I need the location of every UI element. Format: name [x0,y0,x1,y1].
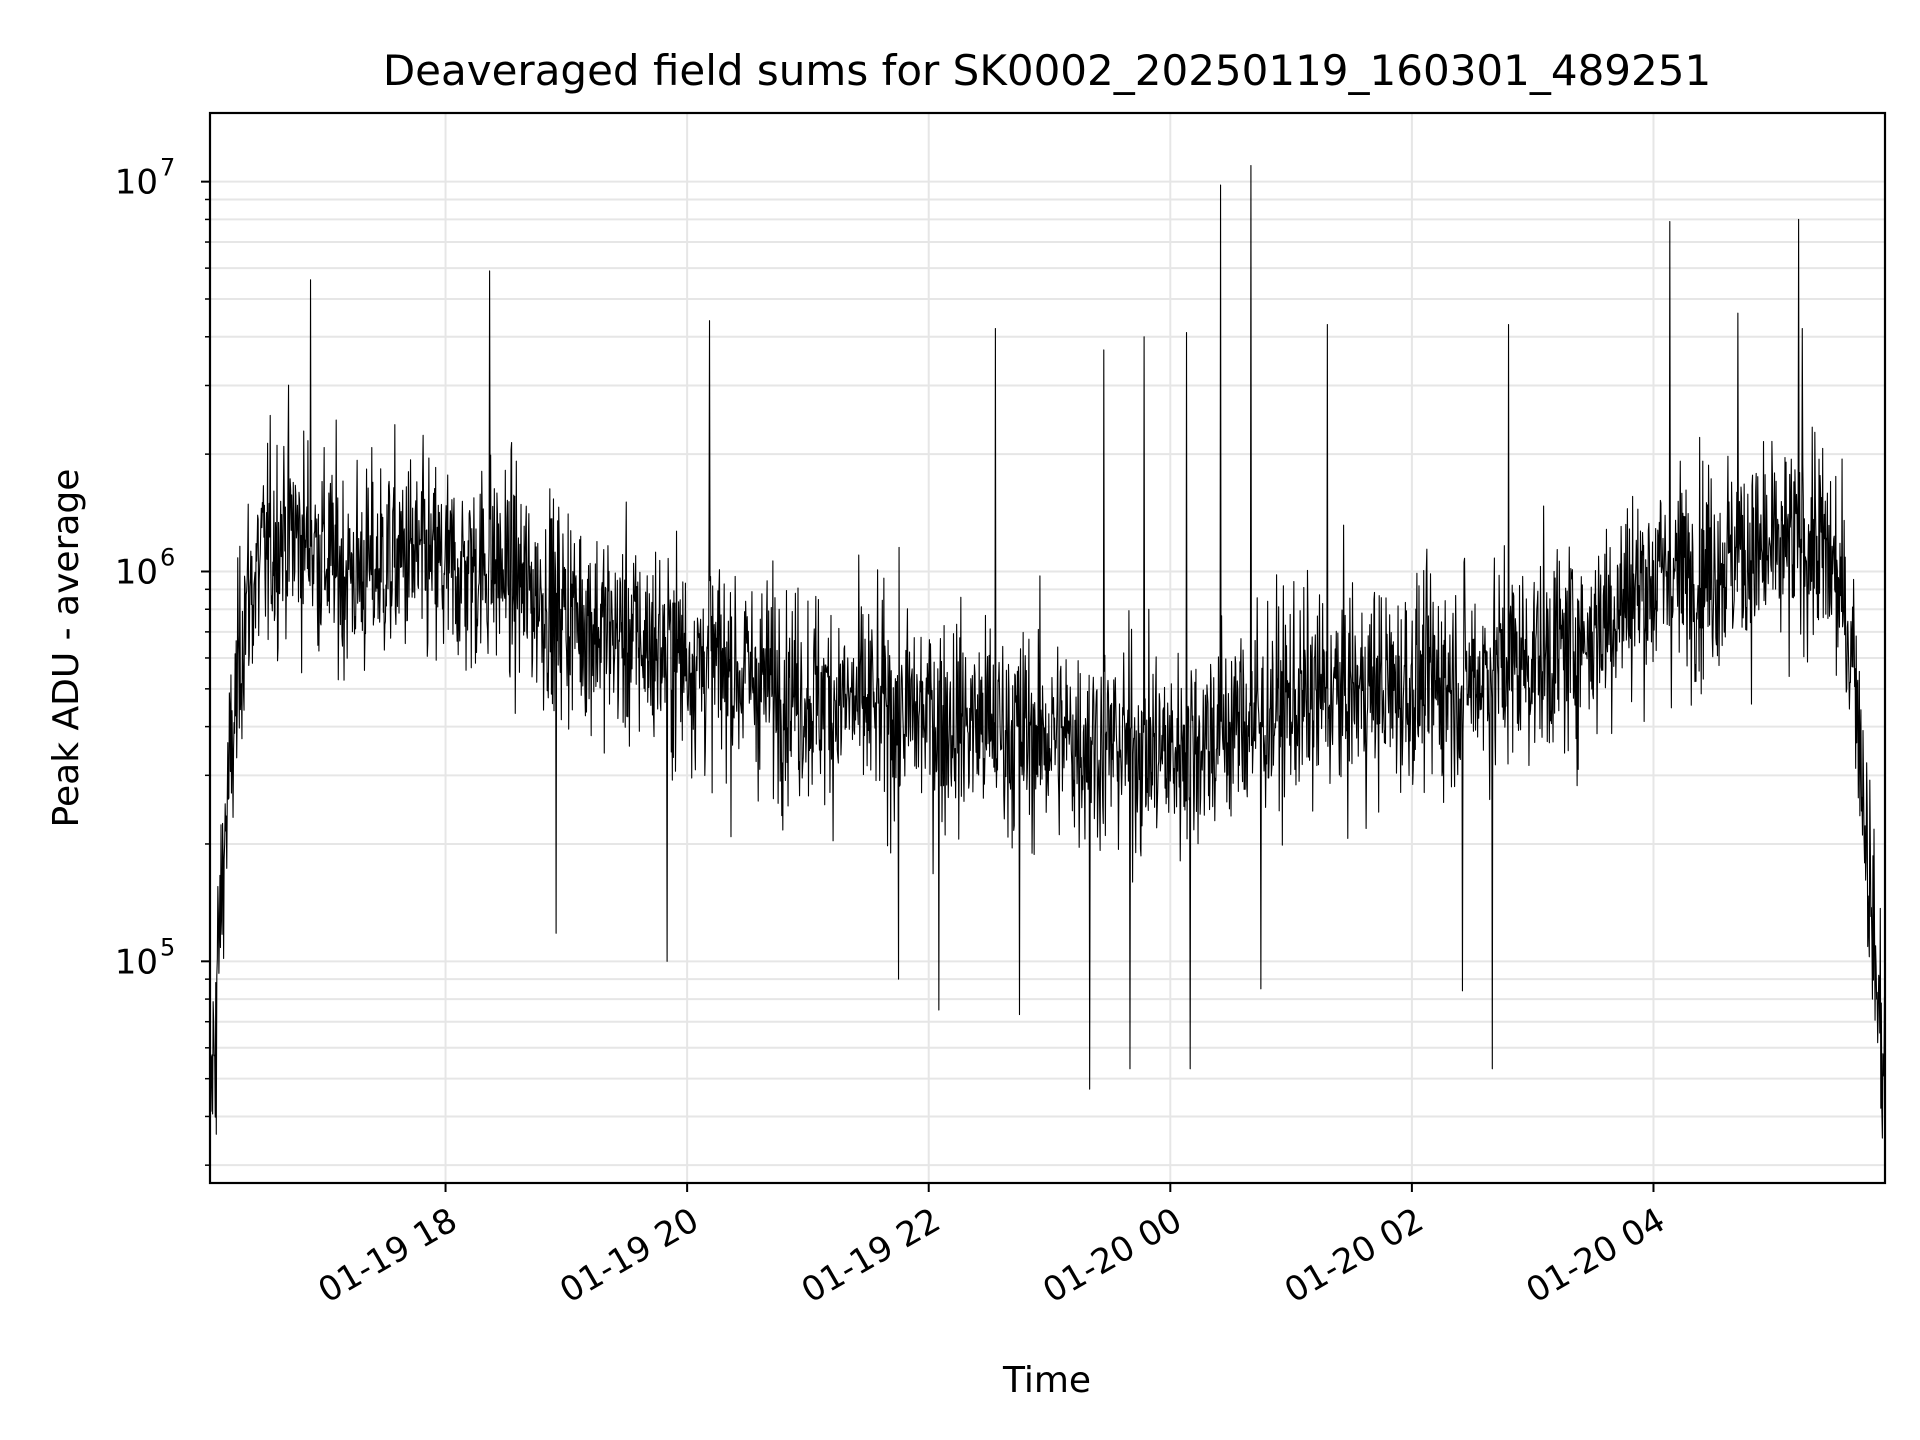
y-axis-label: Peak ADU - average [46,469,87,828]
series-line [209,164,1886,1139]
y-tick-exponent: 7 [160,154,175,182]
y-tick-exponent: 5 [160,933,175,961]
y-tick-exponent: 6 [160,543,175,571]
y-tick-label: 10 [115,163,158,203]
plot-frame [208,111,1887,1185]
y-tick-label: 10 [115,552,158,592]
data-layer [209,164,1886,1139]
grid [210,113,1885,1183]
y-tick-label: 10 [115,942,158,982]
x-axis-label: Time [1002,1360,1091,1401]
chart-title: Deaveraged field sums for SK0002_2025011… [383,46,1711,95]
